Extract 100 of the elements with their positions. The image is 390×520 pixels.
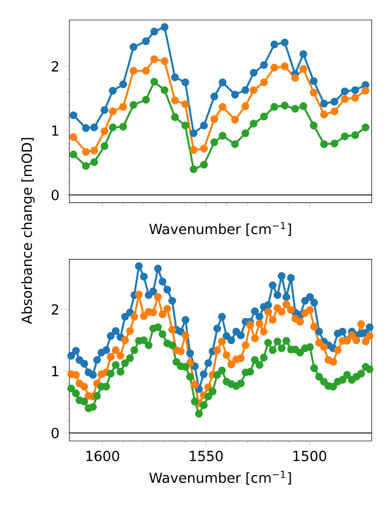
point <box>160 86 168 94</box>
point <box>241 86 250 94</box>
point <box>340 132 349 140</box>
point <box>241 129 250 138</box>
x-tick-label: 1550 <box>190 450 223 462</box>
point <box>280 38 289 46</box>
point <box>270 40 278 48</box>
point <box>70 150 78 158</box>
point <box>171 96 179 104</box>
point <box>299 64 308 73</box>
point <box>108 124 117 132</box>
point <box>160 57 168 66</box>
point <box>250 120 258 128</box>
point <box>362 124 370 132</box>
point <box>181 78 190 86</box>
point <box>250 86 258 94</box>
point <box>310 88 318 97</box>
point <box>362 81 370 89</box>
point <box>351 131 360 140</box>
x-tick-label: 1600 <box>86 450 120 462</box>
point <box>218 102 226 111</box>
point <box>330 140 338 148</box>
point <box>160 23 168 31</box>
point <box>340 95 349 104</box>
point <box>90 146 98 154</box>
point <box>200 160 208 169</box>
point <box>340 88 349 96</box>
x-axis-title: Wavenumber [cm$^{−1}$] <box>149 470 291 485</box>
point <box>291 104 299 113</box>
point <box>280 62 289 70</box>
point <box>351 94 360 102</box>
point <box>171 113 179 122</box>
point <box>150 78 158 86</box>
point <box>119 122 128 131</box>
point <box>218 132 226 140</box>
point <box>260 61 268 69</box>
point <box>330 98 338 106</box>
point <box>190 129 198 138</box>
y-tick-label: 1 <box>52 366 58 376</box>
point <box>181 100 190 108</box>
point <box>150 55 158 64</box>
point <box>181 122 190 130</box>
point <box>260 112 268 120</box>
y-tick-label: 0 <box>52 190 59 200</box>
point <box>310 122 318 130</box>
point <box>291 74 299 82</box>
x-axis-title: Wavenumber [cm$^{−1}$] <box>149 222 291 236</box>
point <box>100 106 108 114</box>
point <box>119 102 128 111</box>
point <box>280 102 289 110</box>
point <box>299 102 308 110</box>
point <box>320 100 328 108</box>
point <box>190 146 198 154</box>
point <box>100 127 108 136</box>
point <box>320 140 328 148</box>
point <box>320 110 328 118</box>
point <box>241 102 250 110</box>
point <box>310 77 318 86</box>
point <box>210 138 218 146</box>
point <box>190 165 198 174</box>
y-tick-label: 2 <box>52 304 58 314</box>
point <box>231 116 239 124</box>
point <box>210 92 218 100</box>
point <box>130 43 138 51</box>
point <box>270 64 278 72</box>
x-tick-label: 1500 <box>293 450 326 462</box>
point <box>82 124 90 132</box>
point <box>108 86 117 95</box>
point <box>70 111 78 120</box>
point <box>90 124 98 132</box>
point <box>142 96 150 104</box>
point <box>82 148 90 156</box>
point <box>70 133 78 141</box>
y-tick-label: 0 <box>52 428 59 438</box>
point <box>231 90 239 99</box>
point <box>142 37 150 46</box>
point <box>218 78 226 86</box>
point <box>200 122 208 130</box>
point <box>330 107 338 116</box>
point <box>200 144 208 153</box>
y-tick-label: 2 <box>52 61 58 72</box>
point <box>90 158 98 166</box>
point <box>142 66 150 75</box>
point <box>100 142 108 150</box>
point <box>362 86 370 95</box>
point <box>250 68 258 77</box>
point <box>351 86 360 94</box>
point <box>270 102 278 111</box>
point <box>231 140 239 148</box>
point <box>299 50 308 58</box>
point <box>108 107 117 116</box>
point <box>130 66 138 75</box>
point <box>260 78 268 86</box>
y-axis-title: Absorbance change [mOD] <box>21 138 35 324</box>
point <box>210 115 218 123</box>
point <box>171 73 179 82</box>
point <box>130 101 138 109</box>
point <box>119 80 128 88</box>
point <box>82 162 90 170</box>
point <box>150 28 158 36</box>
